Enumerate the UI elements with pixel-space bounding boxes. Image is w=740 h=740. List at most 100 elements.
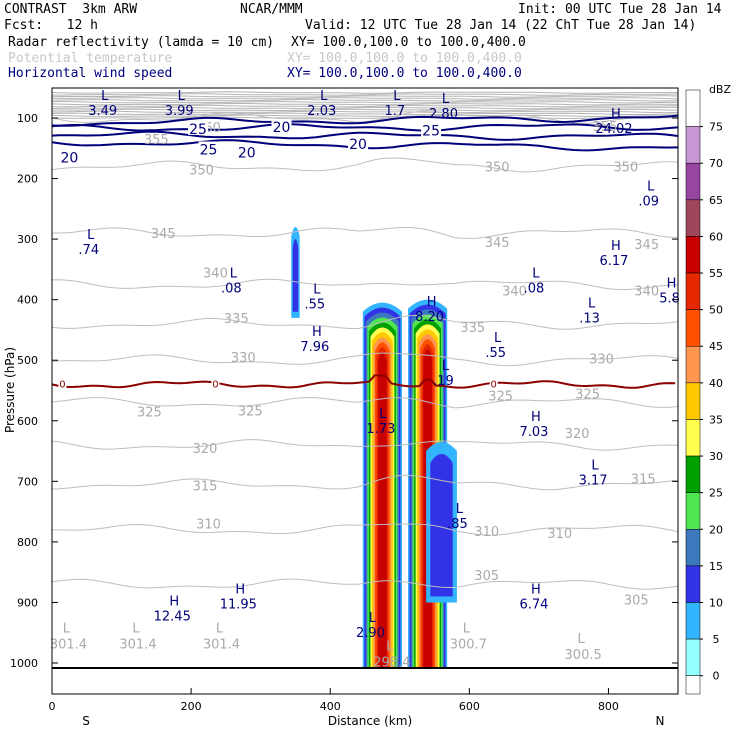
colorbar-swatch-8 [685,382,701,420]
freezing-level-line [51,374,676,389]
theta-band-line [51,101,679,104]
colorbar-label-45: 45 [709,340,723,353]
wind-label-bg [271,119,292,134]
header-line2-left: Fcst: 12 h [4,18,98,33]
colorbar-label-75: 75 [709,121,723,134]
extremum-24-value: 6.74 [519,597,548,612]
extremum-2-value: 2.03 [307,104,336,119]
extremum-8-type: H [611,239,621,254]
extremum-1-type: L [178,89,186,104]
freezing-label-bg [489,377,498,389]
extremum-8-value: 6.17 [599,254,628,269]
extremum-17-type: L [442,359,450,374]
field-2-xy: XY= 100.0,100.0 to 100.0,400.0 [287,51,522,66]
colorbar-swatch-7 [685,345,701,384]
extremum-9-value: .08 [221,281,242,296]
extremum-14-type: L [588,297,596,312]
extremum-7-value: .74 [78,243,99,258]
theta-contour-335 [51,315,679,330]
extremum-22-value: 12.45 [154,610,191,625]
colorbar-swatch-3 [685,199,701,237]
colorbar-swatch-6 [685,309,701,347]
x-axis-title: Distance (km) [328,714,412,728]
colorbar-swatch-base [685,675,701,695]
theta-band-line [51,112,679,116]
y-tick-label-400: 400 [17,294,38,307]
extremum-18-type: L [379,407,387,422]
extremum-10-type: L [532,266,540,281]
theta-contour-320 [51,439,679,451]
theta-label-22: 315 [193,480,218,495]
colorbar-swatch-5 [685,272,701,310]
theta-band-line [51,116,679,119]
extremum-7-type: L [87,228,95,243]
colorbar-swatch-1 [685,126,701,164]
field-1-name: Radar reflectivity (lamda = 10 cm) [8,35,275,50]
theta-extremum-3-type: L [463,622,471,637]
theta-contour-310 [52,523,679,536]
wind-label-4: 25 [422,124,440,140]
plot-frame [51,87,679,695]
extremum-5-value: 24.02 [595,122,632,137]
wind-label-6: 25 [189,122,207,138]
colorbar-label-10: 10 [709,596,723,609]
theta-extremum-3-value: 300.7 [450,638,487,653]
theta-layer [51,91,679,590]
colorbar-swatch-14 [685,602,701,640]
theta-band-line [52,93,679,96]
colorbar-swatch-12 [685,529,701,567]
extremum-9-type: L [230,266,238,281]
theta-label-3: 350 [485,160,510,175]
extremum-2-type: L [320,89,328,104]
wind-contour-25 [51,130,679,141]
field-1-xy: XY= 100.0,100.0 to 100.0,400.0 [291,35,526,50]
theta-label-26: 310 [547,527,572,542]
theta-extremum-4-value: 300.5 [565,648,602,663]
x-tick-label-400: 400 [320,700,341,713]
colorbar-label-65: 65 [709,194,723,207]
colorbar-swatch-13 [685,565,701,603]
theta-label-7: 345 [485,236,510,251]
extremum-5-type: H [611,107,621,122]
extremum-20-value: 3.17 [579,473,608,488]
theta-contour-330 [51,352,679,367]
colorbar-swatch-15 [685,638,701,676]
wind-label-bg [236,144,257,159]
extremum-12-type: H [667,277,677,292]
field-3-name: Horizontal wind speed [8,66,173,81]
cell-west-55dbz [378,352,387,670]
extremum-19-type: H [531,410,541,425]
extremum-23-value: 11.95 [220,597,257,612]
wind-label-bg [188,120,209,135]
extremum-24-type: H [531,582,541,597]
wind-label-bg [198,141,219,156]
theta-label-13: 335 [460,321,485,336]
extremum-16-type: L [494,331,502,346]
extremum-13-value: 8.20 [415,310,444,325]
extremum-6-type: L [647,180,655,195]
colorbar-label-20: 20 [709,523,723,536]
theta-extremum-1-type: L [132,622,140,637]
x-tick-label-200: 200 [181,700,202,713]
extremum-3-value: 1.7 [384,104,405,119]
colorbar-label-5: 5 [713,633,720,646]
freezing-label-2: 0 [490,379,496,390]
theta-contour-350 [51,157,679,173]
theta-band-line [51,114,678,117]
theta-extremum-5-type: L [386,639,394,654]
theta-band-line [51,103,678,106]
theta-label-21: 320 [565,427,590,442]
theta-extremum-2-type: L [216,622,224,637]
colorbar-label-40: 40 [709,377,723,390]
theta-label-19: 325 [575,388,600,403]
freezing-label-bg [58,377,67,389]
theta-band-line [52,104,679,108]
wind-label-3: 20 [349,137,367,153]
theta-label-23: 315 [631,472,656,487]
theta-extremum-1-value: 301.4 [119,638,156,653]
extremum-15-type: H [312,325,322,340]
freezing-layer: 0 0 0 [51,374,676,390]
